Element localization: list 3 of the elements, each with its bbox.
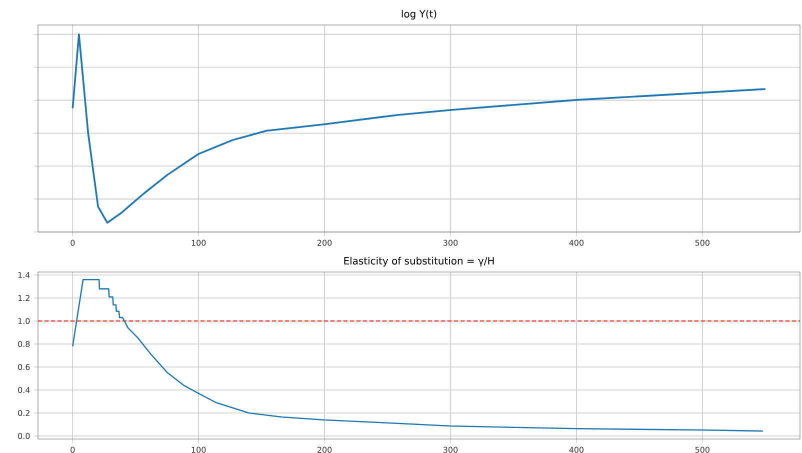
chart-title: Elasticity of substitution = γ/H: [344, 256, 494, 267]
chart-title: log Y(t): [402, 10, 436, 20]
line-series: [72, 278, 764, 432]
